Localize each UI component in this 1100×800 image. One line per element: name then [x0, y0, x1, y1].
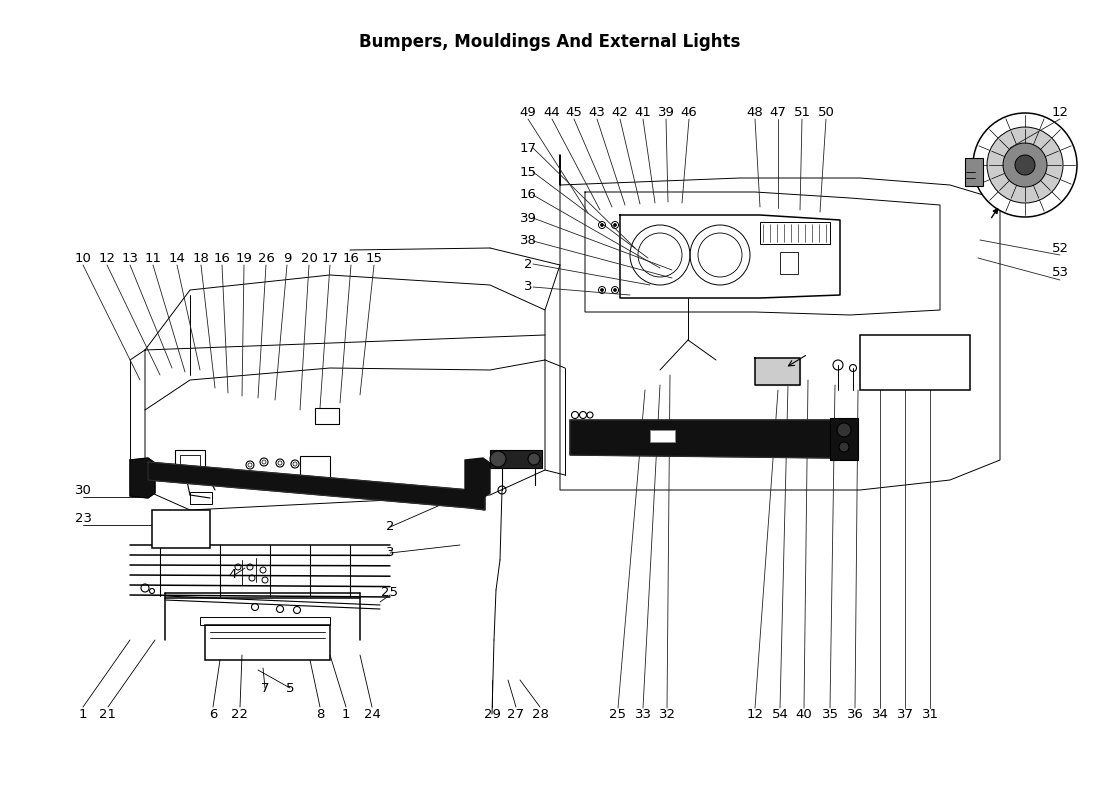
- Text: 21: 21: [99, 707, 117, 721]
- Circle shape: [614, 289, 616, 291]
- Circle shape: [837, 423, 851, 437]
- Bar: [300, 456, 330, 478]
- Text: 18: 18: [192, 251, 209, 265]
- Text: 16: 16: [519, 189, 537, 202]
- Text: 25: 25: [609, 707, 627, 721]
- Text: 35: 35: [822, 707, 838, 721]
- Bar: [490, 450, 542, 468]
- Text: 14: 14: [168, 251, 186, 265]
- Polygon shape: [570, 420, 845, 458]
- Text: 46: 46: [681, 106, 697, 118]
- Text: 12: 12: [1052, 106, 1068, 118]
- Text: 39: 39: [519, 211, 537, 225]
- Circle shape: [614, 223, 616, 226]
- Text: 12: 12: [747, 707, 763, 721]
- Text: 53: 53: [1052, 266, 1068, 279]
- Text: 50: 50: [817, 106, 835, 118]
- Text: 33: 33: [635, 707, 651, 721]
- Bar: [190, 492, 212, 504]
- Bar: [965, 158, 983, 186]
- Text: 23: 23: [75, 511, 91, 525]
- Polygon shape: [465, 458, 490, 498]
- Text: 11: 11: [144, 251, 162, 265]
- Text: 52: 52: [1052, 242, 1068, 254]
- Bar: [315, 408, 339, 424]
- Text: 54: 54: [771, 707, 789, 721]
- Text: 27: 27: [507, 707, 525, 721]
- Text: Bumpers, Mouldings And External Lights: Bumpers, Mouldings And External Lights: [360, 33, 740, 51]
- Bar: [152, 510, 210, 548]
- Circle shape: [987, 127, 1063, 203]
- Text: 22: 22: [231, 707, 249, 721]
- Text: 49: 49: [519, 106, 537, 118]
- Circle shape: [974, 113, 1077, 217]
- Text: 10: 10: [75, 251, 91, 265]
- Text: 15: 15: [365, 251, 383, 265]
- Text: 19: 19: [235, 251, 252, 265]
- Bar: [205, 625, 330, 660]
- Polygon shape: [130, 458, 155, 498]
- Text: 37: 37: [896, 707, 913, 721]
- Text: 7: 7: [261, 682, 270, 694]
- Circle shape: [528, 453, 540, 465]
- Text: 48: 48: [747, 106, 763, 118]
- Text: 16: 16: [213, 251, 230, 265]
- Text: 45: 45: [565, 106, 582, 118]
- Circle shape: [1003, 143, 1047, 187]
- Text: 29: 29: [484, 707, 500, 721]
- Text: 28: 28: [531, 707, 549, 721]
- Bar: [155, 513, 207, 545]
- Bar: [860, 335, 970, 390]
- Text: 8: 8: [316, 707, 324, 721]
- Circle shape: [490, 451, 506, 467]
- Text: 41: 41: [635, 106, 651, 118]
- Text: 15: 15: [519, 166, 537, 178]
- Text: 17: 17: [519, 142, 537, 154]
- Text: 3: 3: [524, 281, 532, 294]
- Text: 3: 3: [386, 546, 394, 559]
- Circle shape: [1015, 155, 1035, 175]
- Circle shape: [601, 223, 604, 226]
- Bar: [180, 455, 200, 467]
- Text: 12: 12: [99, 251, 116, 265]
- Circle shape: [601, 289, 604, 291]
- Text: 9: 9: [283, 251, 292, 265]
- Bar: [760, 222, 830, 244]
- Text: 31: 31: [922, 707, 938, 721]
- Text: 47: 47: [770, 106, 786, 118]
- Text: 26: 26: [257, 251, 274, 265]
- Polygon shape: [148, 462, 485, 510]
- Text: 17: 17: [321, 251, 339, 265]
- Text: 43: 43: [588, 106, 605, 118]
- Text: 39: 39: [658, 106, 674, 118]
- Text: 4: 4: [229, 567, 238, 581]
- Bar: [780, 252, 798, 274]
- Text: 1: 1: [79, 707, 87, 721]
- Text: 30: 30: [75, 483, 91, 497]
- Text: 34: 34: [871, 707, 889, 721]
- Text: 6: 6: [209, 707, 217, 721]
- Text: 13: 13: [121, 251, 139, 265]
- Text: 2: 2: [524, 258, 532, 270]
- Text: 44: 44: [543, 106, 560, 118]
- Text: 42: 42: [612, 106, 628, 118]
- Polygon shape: [755, 358, 800, 385]
- Text: 25: 25: [382, 586, 398, 598]
- Text: 40: 40: [795, 707, 813, 721]
- Text: 36: 36: [847, 707, 864, 721]
- Circle shape: [839, 442, 849, 452]
- Bar: [650, 430, 675, 442]
- Bar: [200, 617, 330, 625]
- Text: 2: 2: [386, 521, 394, 534]
- Text: 20: 20: [300, 251, 318, 265]
- Text: 38: 38: [519, 234, 537, 247]
- Text: 5: 5: [286, 682, 295, 694]
- Bar: [175, 450, 205, 472]
- Text: 1: 1: [342, 707, 350, 721]
- Text: 32: 32: [659, 707, 675, 721]
- Text: 24: 24: [364, 707, 381, 721]
- Text: 16: 16: [342, 251, 360, 265]
- Text: 51: 51: [793, 106, 811, 118]
- Bar: [830, 418, 858, 460]
